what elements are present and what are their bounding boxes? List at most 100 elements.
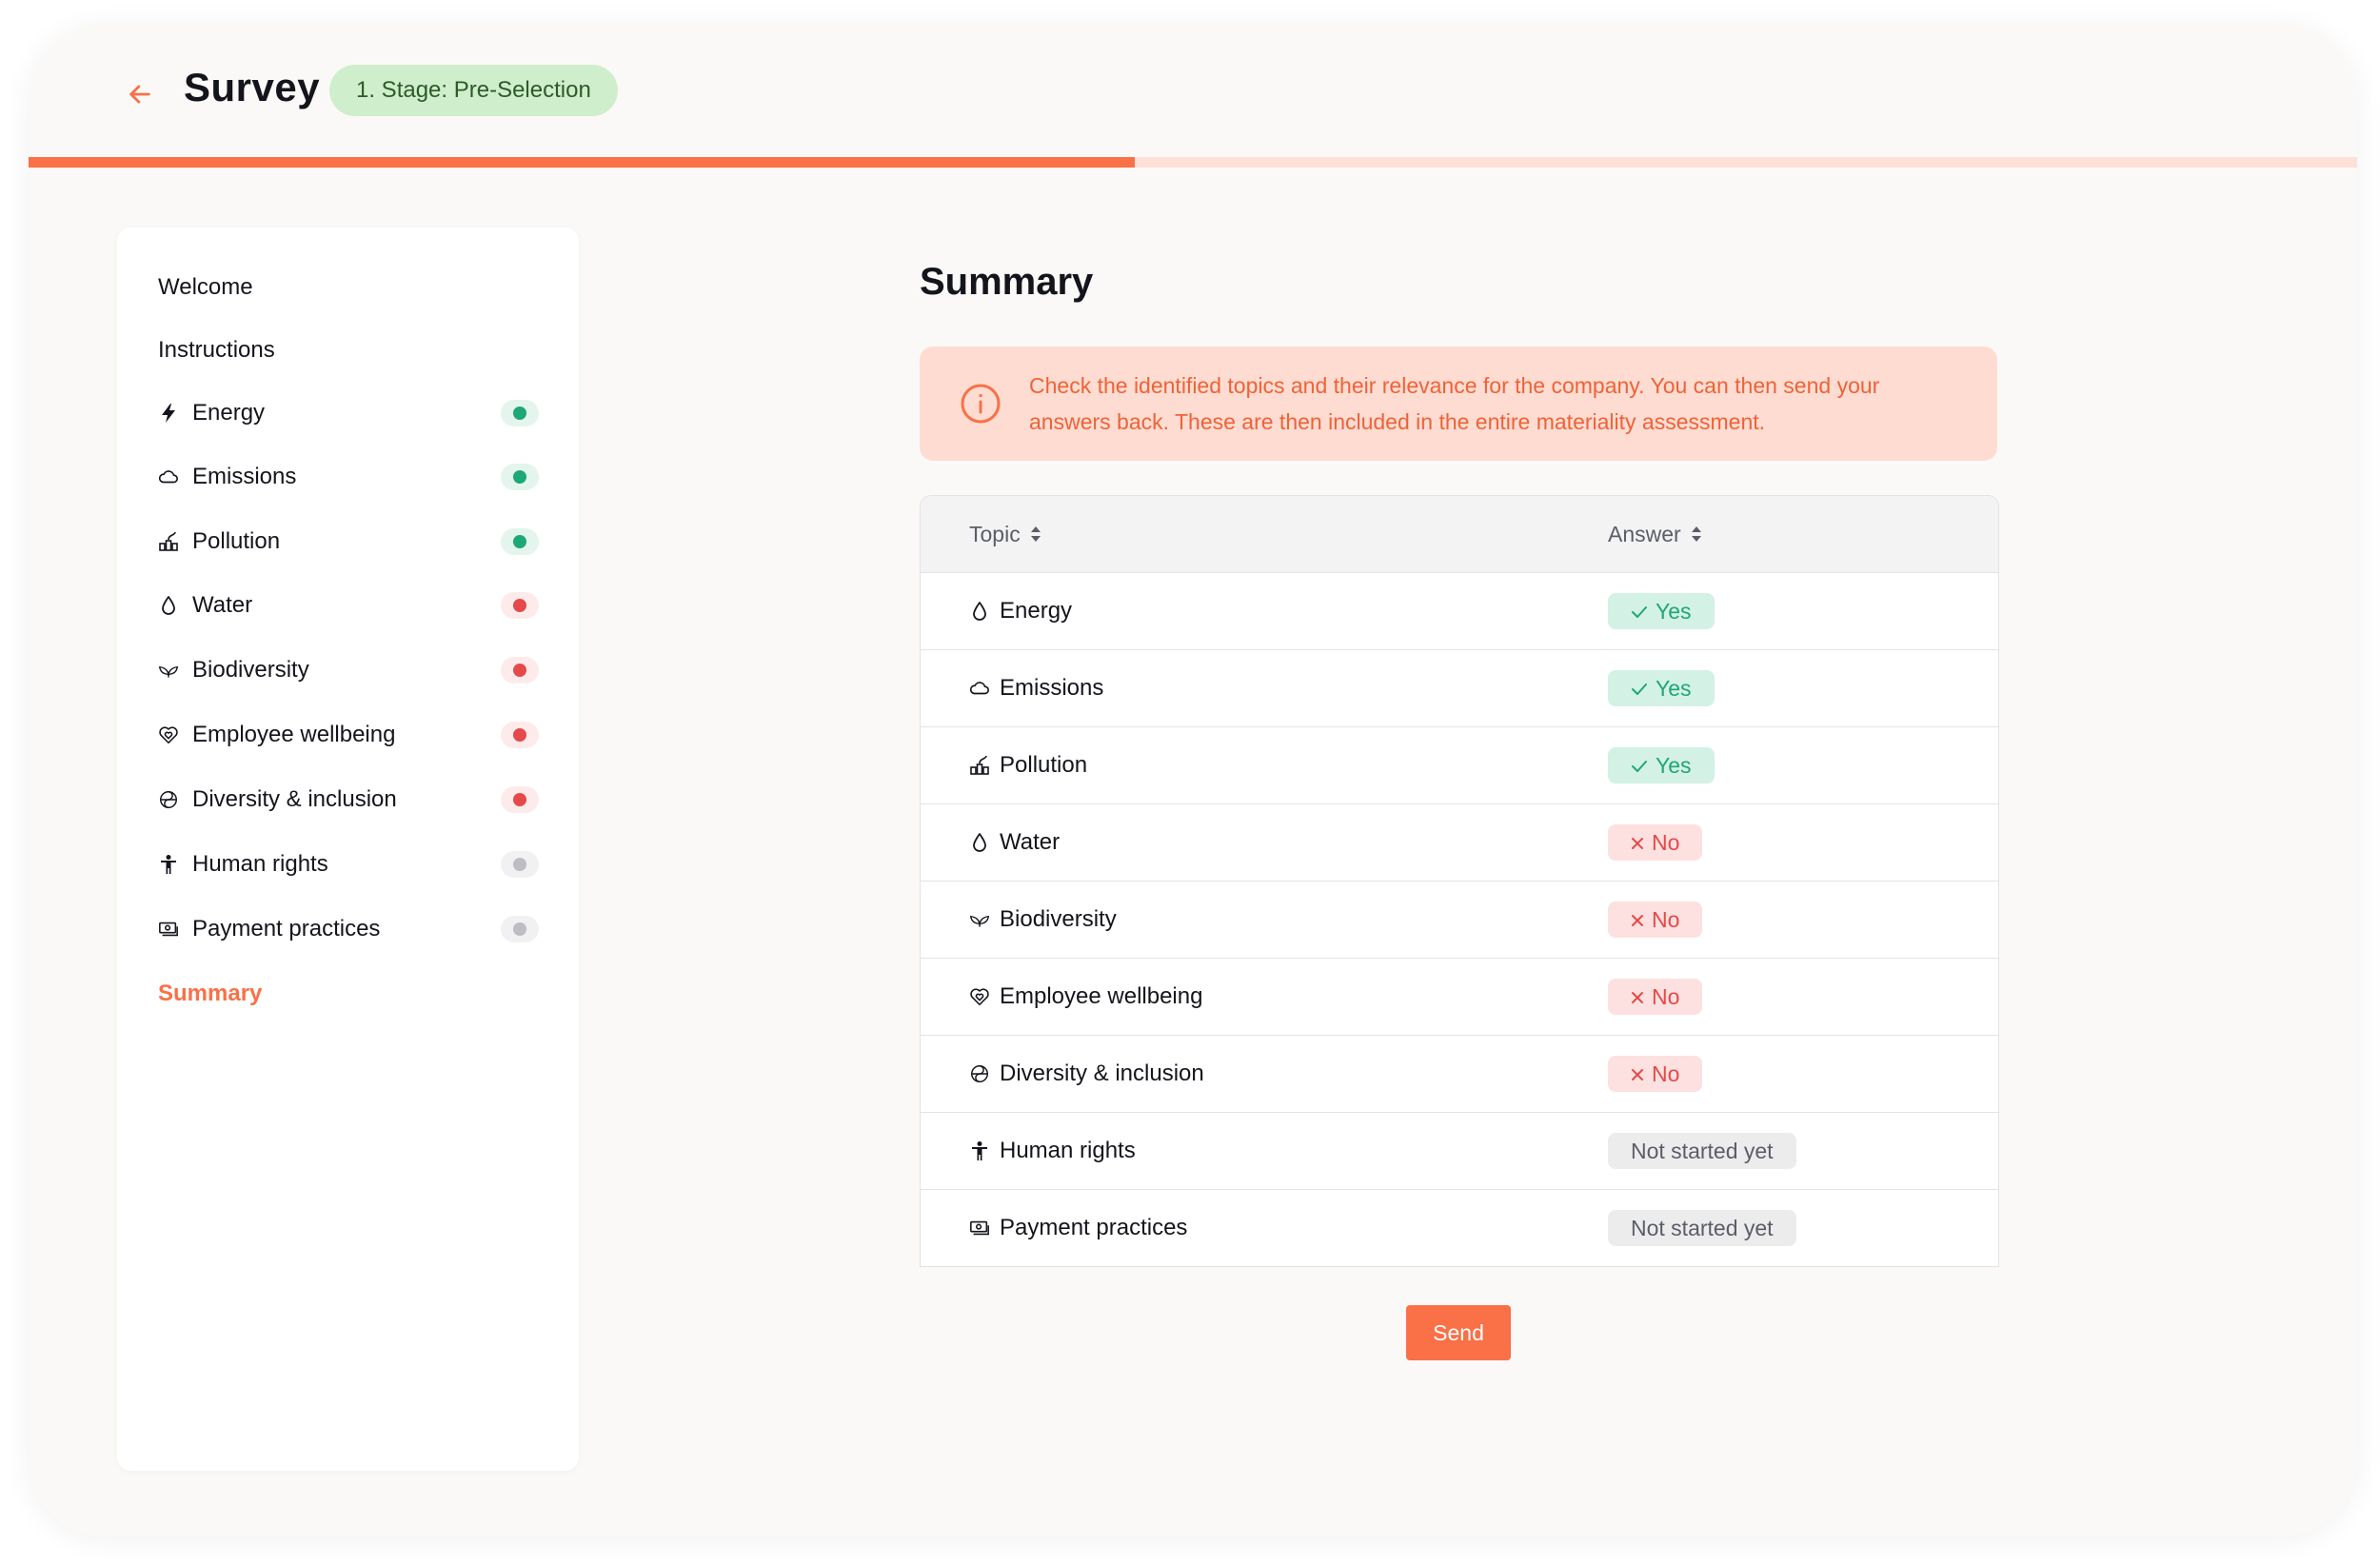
answer-badge: Not started yet — [1608, 1210, 1796, 1246]
sidebar-item-label: Employee wellbeing — [192, 722, 396, 747]
status-dot — [513, 793, 526, 806]
status-indicator-not-started — [501, 916, 539, 942]
topic-label: Water — [1000, 829, 1061, 855]
cash-icon — [158, 919, 179, 940]
topic-cell: Pollution — [969, 727, 1087, 803]
status-indicator-complete — [501, 528, 539, 555]
table-row: Energy Yes — [921, 572, 1998, 649]
sidebar-item-label: Summary — [158, 981, 263, 1006]
answer-label: No — [1652, 983, 1680, 1009]
status-dot — [513, 922, 526, 936]
back-button[interactable] — [116, 70, 164, 118]
answer-badge: No — [1608, 902, 1703, 938]
status-indicator-rejected — [501, 722, 539, 748]
topic-cell: Biodiversity — [969, 882, 1117, 958]
check-icon — [1631, 599, 1648, 624]
answer-badge: No — [1608, 1056, 1703, 1092]
section-title: Summary — [920, 261, 1094, 303]
topic-label: Diversity & inclusion — [1000, 1061, 1204, 1086]
column-header-label: Answer — [1608, 521, 1681, 546]
table-body: Energy Yes Emissions Yes Pollution Yes Water No… — [921, 572, 1998, 1266]
column-header-label: Topic — [969, 521, 1021, 546]
water-drop-icon — [158, 595, 179, 616]
x-icon — [1631, 984, 1644, 1010]
status-dot — [513, 858, 526, 871]
sidebar-item-label: Pollution — [192, 528, 281, 554]
factory-icon — [158, 531, 179, 552]
topic-cell: Diversity & inclusion — [969, 1036, 1204, 1112]
topic-cell: Energy — [969, 573, 1072, 649]
sidebar-item-label: Welcome — [158, 274, 253, 300]
table-row: Biodiversity No — [921, 881, 1998, 958]
topic-cell: Water — [969, 804, 1060, 881]
diversity-icon — [158, 789, 179, 810]
table-row: Pollution Yes — [921, 726, 1998, 803]
topic-cell: Payment practices — [969, 1190, 1187, 1266]
status-dot — [513, 470, 526, 484]
answer-label: No — [1652, 829, 1680, 855]
sidebar-item-employee-wellbeing[interactable]: Employee wellbeing — [158, 711, 539, 759]
check-icon — [1631, 753, 1648, 779]
answer-label: Yes — [1656, 752, 1692, 778]
stage-badge: 1. Stage: Pre-Selection — [329, 65, 618, 116]
sidebar-item-biodiversity[interactable]: Biodiversity — [158, 646, 539, 694]
sidebar-item-label: Water — [192, 592, 253, 618]
status-dot — [513, 406, 526, 420]
topic-label: Employee wellbeing — [1000, 983, 1203, 1009]
sidebar-item-summary[interactable]: Summary — [158, 970, 539, 1018]
heart-icon — [158, 724, 179, 745]
sidebar-item-label: Emissions — [192, 464, 297, 489]
sidebar-item-human-rights[interactable]: Human rights — [158, 841, 539, 888]
heart-icon — [969, 986, 990, 1007]
answer-badge: Yes — [1608, 747, 1715, 783]
topic-label: Payment practices — [1000, 1215, 1188, 1240]
sidebar-item-pollution[interactable]: Pollution — [158, 518, 539, 565]
status-indicator-not-started — [501, 851, 539, 878]
status-indicator-rejected — [501, 786, 539, 813]
arrow-left-icon — [129, 85, 150, 104]
answer-label: No — [1652, 906, 1680, 932]
lightning-icon — [158, 403, 179, 424]
answer-badge: No — [1608, 979, 1703, 1015]
answer-label: Not started yet — [1631, 1138, 1774, 1163]
progress-bar — [29, 157, 2357, 168]
sidebar-item-instructions[interactable]: Instructions — [158, 327, 539, 374]
table-header: Topic Answer — [921, 496, 1998, 572]
status-indicator-rejected — [501, 657, 539, 684]
water-drop-icon — [969, 832, 990, 853]
sidebar-item-payment-practices[interactable]: Payment practices — [158, 905, 539, 953]
check-icon — [1631, 676, 1648, 702]
sidebar-item-label: Energy — [192, 400, 266, 426]
info-banner: Check the identified topics and their re… — [920, 347, 1997, 461]
topic-cell: Employee wellbeing — [969, 959, 1202, 1035]
sprout-icon — [969, 909, 990, 930]
sidebar-item-label: Instructions — [158, 337, 275, 363]
status-dot — [513, 728, 526, 742]
column-header-answer[interactable]: Answer — [1608, 496, 1702, 572]
table-row: Emissions Yes — [921, 649, 1998, 726]
status-dot — [513, 599, 526, 612]
cloud-icon — [158, 466, 179, 487]
factory-icon — [969, 755, 990, 776]
table-row: Water No — [921, 803, 1998, 881]
x-icon — [1631, 907, 1644, 933]
cash-icon — [969, 1218, 990, 1239]
sidebar-item-label: Payment practices — [192, 916, 381, 942]
column-header-topic[interactable]: Topic — [969, 496, 1041, 572]
survey-window: Survey 1. Stage: Pre-Selection Welcome In… — [29, 23, 2357, 1536]
sidebar-item-emissions[interactable]: Emissions — [158, 453, 539, 501]
cloud-icon — [969, 678, 990, 699]
sidebar-item-diversity-and-inclusion[interactable]: Diversity & inclusion — [158, 776, 539, 823]
header: Survey 1. Stage: Pre-Selection — [29, 23, 2357, 156]
progress-fill — [29, 157, 1135, 168]
answer-label: Yes — [1656, 598, 1692, 624]
send-button[interactable]: Send — [1406, 1305, 1511, 1360]
table-row: Employee wellbeing No — [921, 958, 1998, 1035]
sidebar-item-welcome[interactable]: Welcome — [158, 264, 539, 311]
table-row: Human rights Not started yet — [921, 1112, 1998, 1189]
sidebar-item-energy[interactable]: Energy — [158, 389, 539, 437]
sidebar-item-water[interactable]: Water — [158, 582, 539, 629]
sort-icon — [1030, 526, 1041, 542]
answer-badge: Not started yet — [1608, 1133, 1796, 1169]
status-dot — [513, 664, 526, 677]
